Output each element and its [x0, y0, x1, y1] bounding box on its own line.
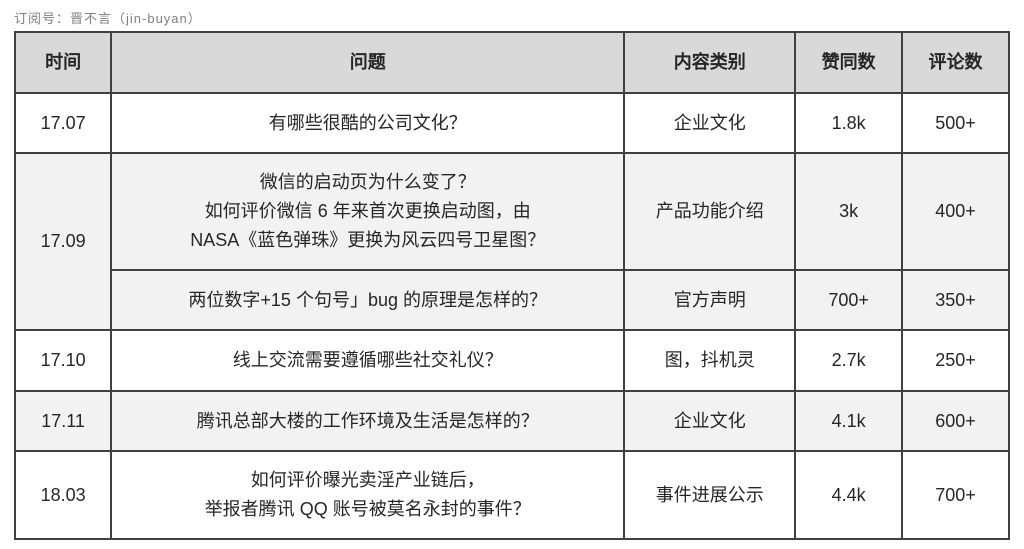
question-line: NASA《蓝色弹珠》更换为风云四号卫星图？ — [120, 226, 615, 255]
cell-comments: 400+ — [902, 153, 1009, 269]
cell-question: 线上交流需要遵循哪些社交礼仪？ — [111, 330, 624, 391]
caption-text: 订阅号：晋不言（jin-buyan） — [14, 8, 1010, 27]
cell-likes: 700+ — [795, 270, 902, 331]
cell-time: 17.07 — [15, 93, 111, 154]
cell-category: 事件进展公示 — [624, 451, 795, 539]
cell-category: 图，抖机灵 — [624, 330, 795, 391]
cell-category: 企业文化 — [624, 93, 795, 154]
cell-comments: 250+ — [902, 330, 1009, 391]
col-header-category: 内容类别 — [624, 32, 795, 93]
table-row: 17.11 腾讯总部大楼的工作环境及生活是怎样的？ 企业文化 4.1k 600+ — [15, 391, 1009, 452]
content-table: 时间 问题 内容类别 赞同数 评论数 17.07 有哪些很酷的公司文化？ 企业文… — [14, 31, 1010, 540]
col-header-question: 问题 — [111, 32, 624, 93]
cell-time: 17.09 — [15, 153, 111, 330]
cell-likes: 4.1k — [795, 391, 902, 452]
col-header-likes: 赞同数 — [795, 32, 902, 93]
table-row: 17.07 有哪些很酷的公司文化？ 企业文化 1.8k 500+ — [15, 93, 1009, 154]
col-header-time: 时间 — [15, 32, 111, 93]
cell-time: 18.03 — [15, 451, 111, 539]
cell-likes: 3k — [795, 153, 902, 269]
cell-question: 有哪些很酷的公司文化？ — [111, 93, 624, 154]
question-line: 如何评价微信 6 年来首次更换启动图，由 — [120, 197, 615, 226]
cell-time: 17.11 — [15, 391, 111, 452]
cell-comments: 700+ — [902, 451, 1009, 539]
cell-question: 如何评价曝光卖淫产业链后， 举报者腾讯 QQ 账号被莫名永封的事件？ — [111, 451, 624, 539]
cell-category: 官方声明 — [624, 270, 795, 331]
cell-question: 腾讯总部大楼的工作环境及生活是怎样的？ — [111, 391, 624, 452]
cell-comments: 500+ — [902, 93, 1009, 154]
cell-comments: 350+ — [902, 270, 1009, 331]
cell-time: 17.10 — [15, 330, 111, 391]
cell-likes: 1.8k — [795, 93, 902, 154]
cell-likes: 4.4k — [795, 451, 902, 539]
cell-comments: 600+ — [902, 391, 1009, 452]
question-line: 举报者腾讯 QQ 账号被莫名永封的事件？ — [120, 495, 615, 524]
question-line: 微信的启动页为什么变了？ — [120, 168, 615, 197]
cell-question: 微信的启动页为什么变了？ 如何评价微信 6 年来首次更换启动图，由 NASA《蓝… — [111, 153, 624, 269]
cell-likes: 2.7k — [795, 330, 902, 391]
table-row: 两位数字+15 个句号」bug 的原理是怎样的？ 官方声明 700+ 350+ — [15, 270, 1009, 331]
question-line: 如何评价曝光卖淫产业链后， — [120, 466, 615, 495]
table-row: 17.09 微信的启动页为什么变了？ 如何评价微信 6 年来首次更换启动图，由 … — [15, 153, 1009, 269]
table-row: 17.10 线上交流需要遵循哪些社交礼仪？ 图，抖机灵 2.7k 250+ — [15, 330, 1009, 391]
cell-question: 两位数字+15 个句号」bug 的原理是怎样的？ — [111, 270, 624, 331]
table-row: 18.03 如何评价曝光卖淫产业链后， 举报者腾讯 QQ 账号被莫名永封的事件？… — [15, 451, 1009, 539]
cell-category: 产品功能介绍 — [624, 153, 795, 269]
col-header-comments: 评论数 — [902, 32, 1009, 93]
cell-category: 企业文化 — [624, 391, 795, 452]
table-header-row: 时间 问题 内容类别 赞同数 评论数 — [15, 32, 1009, 93]
